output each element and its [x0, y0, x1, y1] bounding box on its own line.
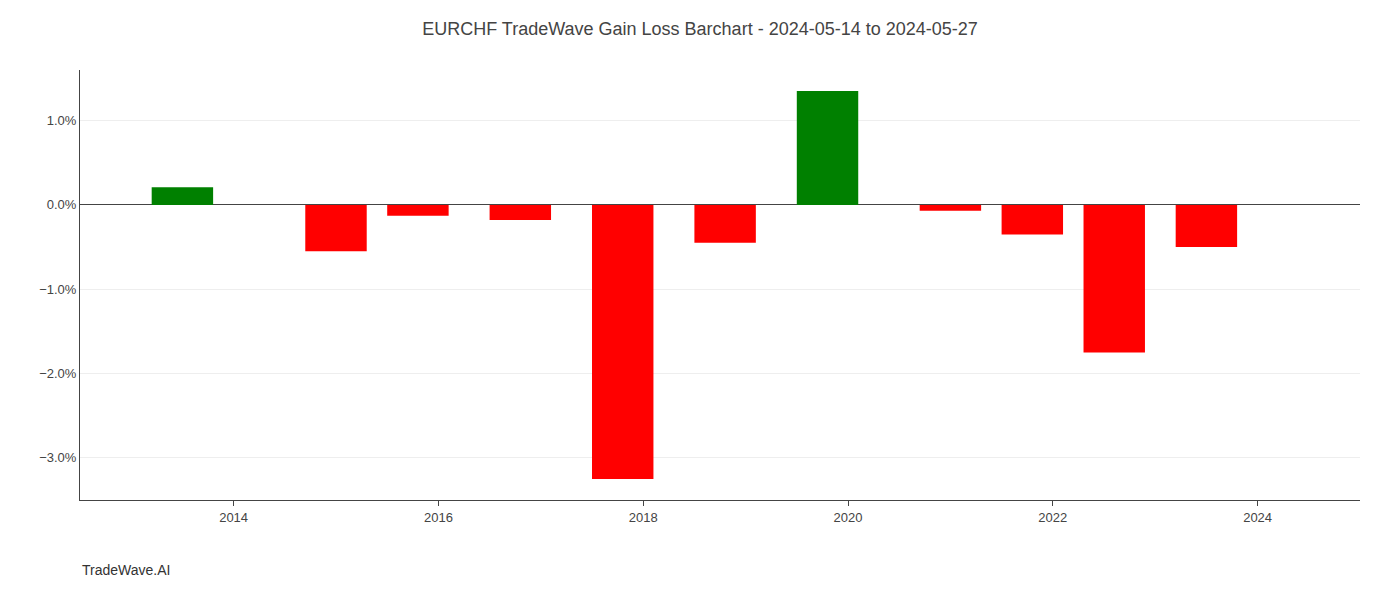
svg-text:1.0%: 1.0%: [47, 113, 77, 128]
svg-text:−1.0%: −1.0%: [39, 282, 77, 297]
svg-text:−2.0%: −2.0%: [39, 366, 77, 381]
svg-text:EURCHF TradeWave Gain Loss Bar: EURCHF TradeWave Gain Loss Barchart - 20…: [422, 19, 978, 39]
svg-text:−3.0%: −3.0%: [39, 450, 77, 465]
svg-text:2022: 2022: [1038, 510, 1067, 525]
svg-text:2018: 2018: [629, 510, 658, 525]
svg-text:2014: 2014: [219, 510, 248, 525]
svg-text:2016: 2016: [424, 510, 453, 525]
svg-text:0.0%: 0.0%: [47, 197, 77, 212]
svg-text:2020: 2020: [834, 510, 863, 525]
svg-text:TradeWave.AI: TradeWave.AI: [82, 562, 170, 578]
svg-text:2024: 2024: [1243, 510, 1272, 525]
